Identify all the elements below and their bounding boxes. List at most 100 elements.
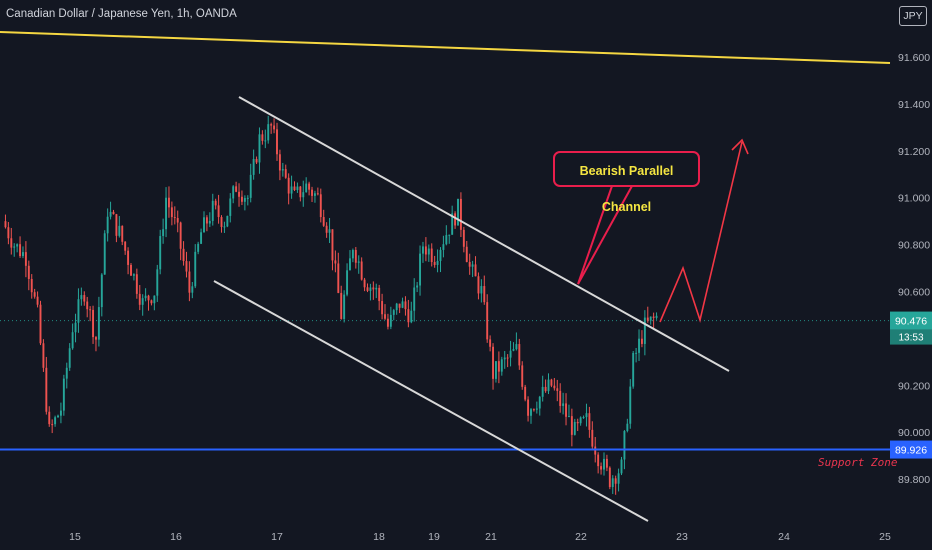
candle-body bbox=[235, 186, 238, 192]
candle-body bbox=[97, 307, 100, 340]
candle-body bbox=[354, 249, 357, 263]
candle-body bbox=[162, 229, 165, 237]
channel-lower-line bbox=[213, 280, 649, 522]
candle-body bbox=[80, 295, 83, 300]
candle-body bbox=[351, 249, 354, 259]
callout-pointer bbox=[577, 185, 613, 285]
candle-body bbox=[77, 299, 80, 323]
candle-body bbox=[573, 421, 576, 435]
candle-body bbox=[471, 264, 474, 267]
candle-body bbox=[527, 399, 530, 416]
candle-body bbox=[168, 197, 170, 208]
candle-body bbox=[360, 261, 363, 280]
candle-body bbox=[54, 417, 57, 425]
candle-body bbox=[495, 361, 497, 379]
candle-body bbox=[138, 293, 141, 305]
candle-body bbox=[22, 252, 24, 257]
candle-body bbox=[24, 252, 27, 266]
candle-body bbox=[585, 413, 588, 418]
candle-body bbox=[594, 446, 597, 455]
symbol-title[interactable]: Canadian Dollar / Japanese Yen, 1h, OAND… bbox=[6, 8, 237, 20]
candle-body bbox=[530, 409, 532, 416]
support-price-value: 89.926 bbox=[895, 445, 927, 457]
candle-body bbox=[33, 292, 36, 297]
candle-body bbox=[299, 186, 302, 198]
candle-body bbox=[89, 309, 92, 311]
candle-body bbox=[328, 229, 331, 233]
candle-body bbox=[535, 408, 538, 410]
candle-body bbox=[600, 466, 603, 470]
candle-body bbox=[276, 129, 278, 155]
candle-body bbox=[565, 403, 567, 417]
candle-body bbox=[261, 134, 264, 141]
candle-body bbox=[477, 276, 480, 294]
candle-body bbox=[445, 235, 448, 245]
candle-body bbox=[95, 337, 97, 340]
candle-body bbox=[71, 332, 74, 349]
candle-body bbox=[305, 183, 308, 193]
candle-body bbox=[363, 279, 366, 288]
candle-body bbox=[205, 217, 208, 224]
price-tick-label: 90.600 bbox=[898, 287, 930, 299]
currency-badge[interactable]: JPY bbox=[899, 6, 927, 26]
candle-body bbox=[232, 186, 235, 199]
candle-series bbox=[4, 115, 658, 495]
candle-body bbox=[264, 140, 267, 142]
candle-body bbox=[591, 429, 594, 447]
candle-body bbox=[626, 423, 629, 432]
candle-body bbox=[389, 314, 392, 327]
candle-body bbox=[512, 349, 515, 351]
candle-body bbox=[603, 458, 605, 470]
candle-body bbox=[652, 316, 655, 318]
candle-body bbox=[197, 243, 200, 252]
price-axis[interactable]: 91.600 91.400 91.200 91.000 90.800 90.600 90.2… bbox=[898, 52, 930, 486]
candle-body bbox=[109, 211, 112, 217]
candle-body bbox=[582, 417, 585, 419]
candle-body bbox=[623, 431, 626, 460]
countdown-tag bbox=[890, 329, 932, 345]
candle-body bbox=[132, 274, 135, 276]
candle-body bbox=[83, 295, 86, 302]
candle-body bbox=[509, 350, 512, 358]
candle-body bbox=[372, 287, 375, 290]
candle-body bbox=[468, 261, 471, 267]
candle-body bbox=[500, 359, 503, 372]
candle-body bbox=[173, 217, 176, 219]
candle-body bbox=[39, 304, 42, 344]
candle-body bbox=[489, 339, 492, 347]
candle-body bbox=[556, 388, 559, 391]
candle-body bbox=[419, 253, 422, 286]
price-tick-label: 90.000 bbox=[898, 427, 930, 439]
candle-body bbox=[632, 352, 635, 387]
candle-body bbox=[115, 214, 118, 236]
candle-body bbox=[433, 262, 436, 265]
candle-body bbox=[617, 473, 620, 484]
candle-body bbox=[214, 200, 217, 206]
candle-body bbox=[322, 217, 325, 226]
candle-body bbox=[325, 225, 328, 233]
candle-body bbox=[410, 310, 413, 323]
candle-body bbox=[62, 378, 65, 411]
candle-body bbox=[395, 303, 398, 311]
time-tick-label: 18 bbox=[373, 531, 385, 543]
candle-body bbox=[378, 287, 381, 302]
candle-body bbox=[334, 260, 337, 264]
candle-body bbox=[170, 207, 173, 218]
price-tick-label: 91.200 bbox=[898, 146, 930, 158]
price-tick-label: 91.000 bbox=[898, 193, 930, 205]
candle-body bbox=[311, 189, 313, 196]
time-axis[interactable]: 15 16 17 18 19 21 22 23 24 25 bbox=[69, 531, 891, 543]
projection-arrow bbox=[659, 141, 743, 323]
candle-body bbox=[492, 346, 494, 379]
candle-body bbox=[541, 386, 544, 397]
candle-body bbox=[130, 264, 132, 276]
candle-body bbox=[547, 379, 550, 392]
candle-body bbox=[349, 258, 351, 271]
candle-body bbox=[427, 248, 430, 255]
candle-body bbox=[290, 186, 293, 194]
support-zone-label: Support Zone bbox=[818, 456, 898, 469]
candle-body bbox=[51, 424, 54, 426]
time-tick-label: 24 bbox=[778, 531, 790, 543]
time-tick-label: 21 bbox=[485, 531, 497, 543]
